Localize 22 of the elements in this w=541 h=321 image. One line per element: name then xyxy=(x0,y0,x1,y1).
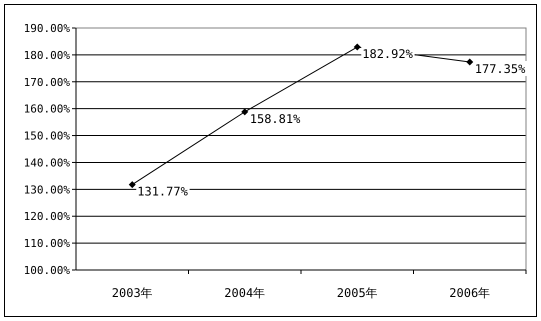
data-label: 182.92% xyxy=(362,47,414,62)
point xyxy=(354,44,361,51)
data-label: 158.81% xyxy=(250,112,302,126)
point xyxy=(466,58,474,66)
y-tick-label: 180.00% xyxy=(24,48,70,62)
y-tick-label: 130.00% xyxy=(24,183,70,196)
y-tick-label: 170.00% xyxy=(24,76,70,89)
point xyxy=(241,108,248,116)
x-tick-label: 2003年 xyxy=(112,286,153,300)
y-tick-label: 100.00% xyxy=(24,264,70,277)
y-tick-label: 120.00% xyxy=(24,210,70,224)
y-tick-label: 140.00% xyxy=(24,156,70,170)
point xyxy=(128,181,136,188)
y-tick-label: 110.00% xyxy=(24,237,70,250)
data-label: 131.77% xyxy=(137,184,189,199)
y-tick-label: 190.00% xyxy=(24,22,70,35)
y-tick-label: 160.00% xyxy=(24,102,70,116)
x-tick-label: 2005年 xyxy=(336,286,378,300)
x-tick-label: 2004年 xyxy=(224,286,266,300)
data-label: 177.35% xyxy=(474,62,526,76)
y-tick-label: 150.00% xyxy=(24,130,70,143)
x-tick-label: 2006年 xyxy=(449,286,490,300)
